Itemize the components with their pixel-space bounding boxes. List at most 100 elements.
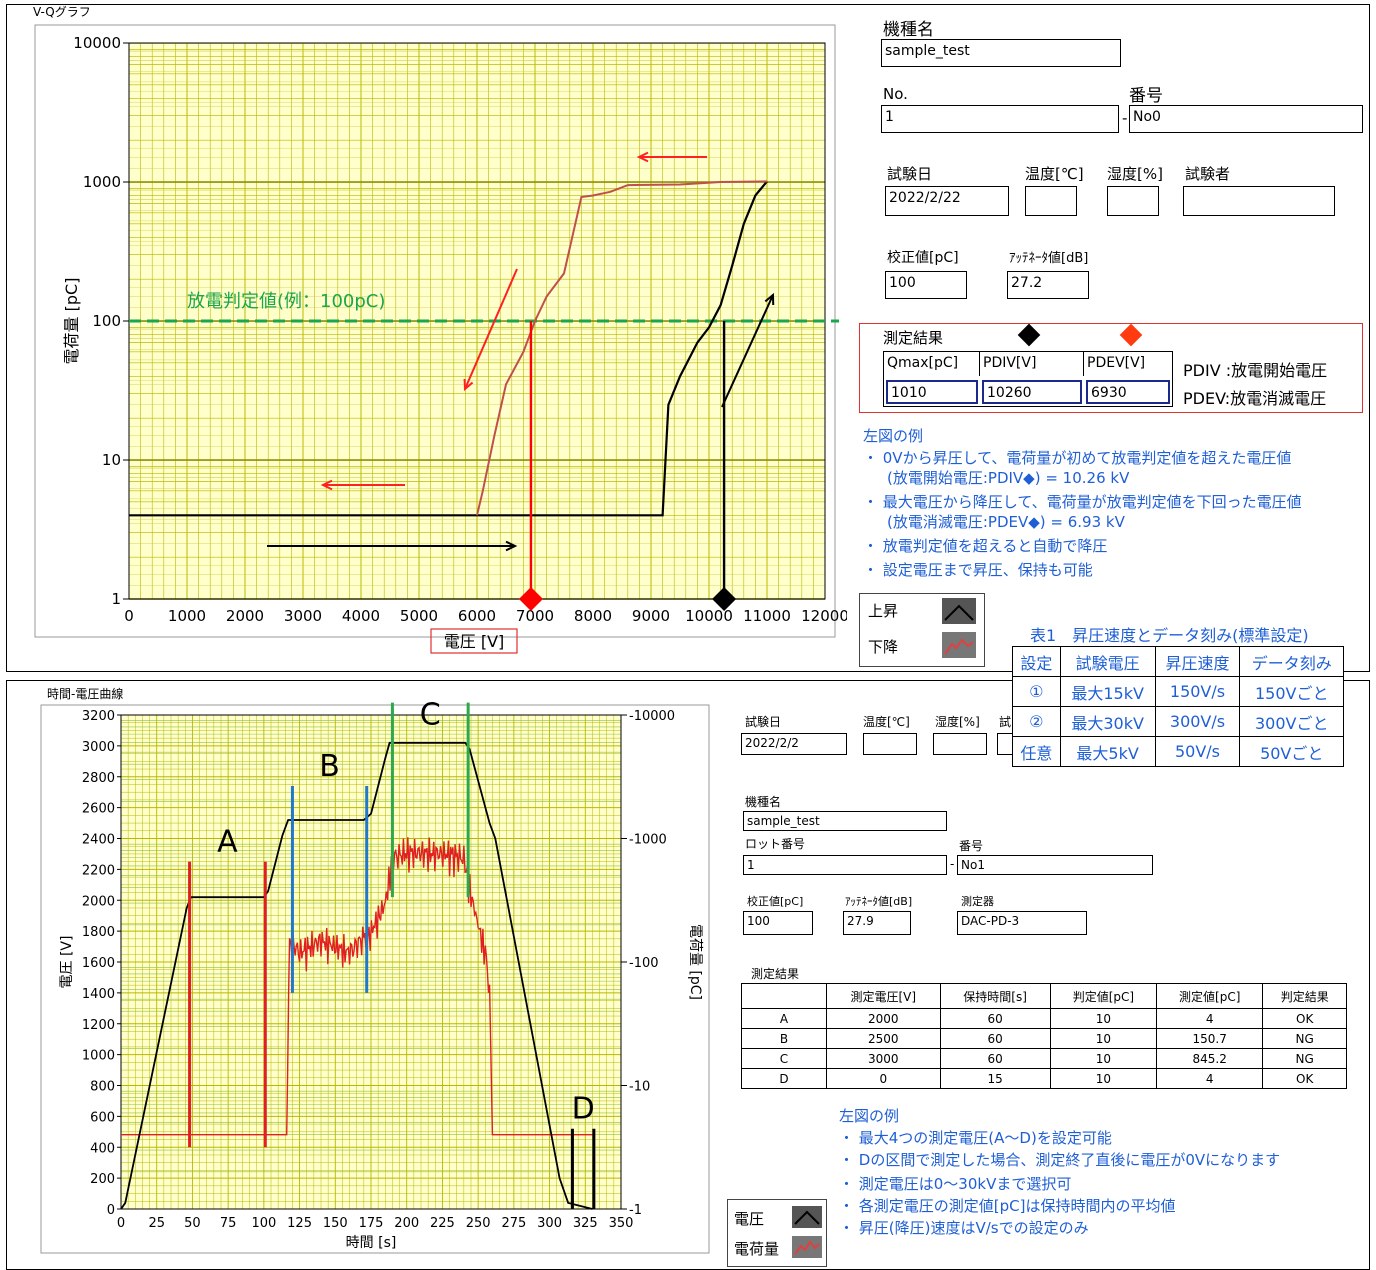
y-tick-label: 1000 — [83, 173, 121, 191]
b-result-label: 測定結果 — [751, 967, 800, 981]
temp-field[interactable] — [1025, 186, 1077, 216]
legend-q-label: 電荷量 — [734, 1240, 780, 1258]
diamond-marker — [712, 587, 737, 611]
b-num-field[interactable]: No1 — [957, 855, 1153, 875]
note-line-1: ・ 0Vから昇圧して、電荷量が初めて放電判定値を超えた電圧値 — [863, 449, 1292, 467]
b-result-header: 保持時間[s] — [939, 983, 1051, 1009]
b-device-field[interactable]: DAC-PD-3 — [957, 911, 1087, 935]
x-tick-label: 11000 — [743, 607, 791, 625]
b-lot-field[interactable]: 1 — [743, 855, 947, 875]
b-atten-field[interactable]: 27.9 — [843, 911, 911, 935]
cell: 最大30kV — [1059, 706, 1156, 737]
date-field[interactable]: 2022/2/22 — [885, 186, 1009, 216]
legend-up-swatch — [942, 598, 976, 624]
model-field[interactable]: sample_test — [881, 39, 1121, 67]
y-tick-label: 3000 — [82, 740, 115, 755]
b-result-header: 判定結果 — [1262, 983, 1347, 1009]
x-tick-label: 7000 — [516, 607, 554, 625]
b-model-label: 機種名 — [745, 795, 782, 809]
x-tick-label: 8000 — [574, 607, 612, 625]
table1-header-row: 設定 試験電圧 昇圧速度 データ刻み — [1012, 646, 1344, 677]
cell: 10 — [1049, 1068, 1158, 1089]
atten-field[interactable]: 27.2 — [1007, 271, 1089, 299]
tester-label: 試験者 — [1185, 165, 1231, 183]
y-tick-label: 400 — [90, 1141, 115, 1156]
legend-v-swatch — [792, 1206, 822, 1228]
b-tester-label: 試 — [999, 715, 1012, 729]
table-row: B 2500 60 10 150.7 NG — [741, 1028, 1347, 1049]
cell: 10 — [1049, 1048, 1158, 1069]
cell: NG — [1262, 1028, 1347, 1049]
table-row: C 3000 60 10 845.2 NG — [741, 1048, 1347, 1069]
b-humid-field[interactable] — [933, 733, 987, 755]
num-field[interactable]: No0 — [1129, 105, 1363, 133]
tester-field[interactable] — [1183, 186, 1335, 216]
legend-q-swatch — [792, 1236, 822, 1258]
x-tick-label: 4000 — [342, 607, 380, 625]
table1-header: データ刻み — [1239, 646, 1344, 677]
x-tick-label: 12000 — [801, 607, 847, 625]
x-tick-label: 0 — [124, 607, 134, 625]
cell: 150.7 — [1156, 1028, 1264, 1049]
cell: 60 — [939, 1028, 1051, 1049]
cell: 4 — [1156, 1008, 1264, 1029]
b-calib-field[interactable]: 100 — [743, 911, 813, 935]
cell: 50Vごと — [1239, 736, 1344, 767]
cell: 3000 — [826, 1048, 941, 1069]
x-tick-label: 6000 — [458, 607, 496, 625]
calib-label: 校正値[pC] — [887, 250, 959, 266]
b-note-line-4: ・ 各測定電圧の測定値[pC]は保持時間内の平均値 — [839, 1197, 1176, 1215]
cell: 845.2 — [1156, 1048, 1264, 1069]
b-date-field[interactable]: 2022/2/2 — [741, 733, 847, 755]
arrow-return-head — [636, 151, 649, 163]
table1-header: 昇圧速度 — [1154, 646, 1241, 677]
cell: 2500 — [826, 1028, 941, 1049]
notes-title: 左図の例 — [863, 427, 924, 445]
y-tick-label: 1800 — [82, 925, 115, 940]
cell: D — [741, 1068, 827, 1089]
y2-tick-label: -1 — [629, 1203, 642, 1218]
vq-panel: V-Qグラフ 0 1000 2000 3000 4000 5000 6000 7000 8000… — [6, 4, 1370, 672]
b-dash: - — [950, 857, 955, 871]
segment-label-C: C — [420, 698, 441, 733]
b-result-header — [741, 983, 827, 1009]
legend-down-swatch — [942, 632, 976, 658]
b-notes-title: 左図の例 — [839, 1107, 900, 1125]
x-tick-label: 150 — [323, 1216, 348, 1231]
result-header-pdiv: PDIV[V] — [980, 352, 1084, 376]
atten-label: ｱｯﾃﾈｰﾀ値[dB] — [1009, 251, 1089, 266]
calib-field[interactable]: 100 — [885, 271, 967, 299]
result-header-pdev: PDEV[V] — [1084, 352, 1172, 376]
result-box — [859, 323, 1363, 413]
b-model-field[interactable]: sample_test — [743, 811, 947, 831]
b-note-line-5: ・ 昇圧(降圧)速度はV/sでの設定のみ — [839, 1219, 1089, 1237]
y-tick-label: 1400 — [82, 987, 115, 1002]
cell: ① — [1012, 676, 1061, 707]
y-tick-label: 2200 — [82, 863, 115, 878]
note-line-6: ・ 設定電圧まで昇圧、保持も可能 — [863, 561, 1093, 579]
no-field[interactable]: 1 — [881, 105, 1119, 133]
table1-header: 試験電圧 — [1059, 646, 1156, 677]
y-tick-label: 800 — [90, 1080, 115, 1095]
b-temp-field[interactable] — [863, 733, 917, 755]
y-tick-label: 1000 — [82, 1049, 115, 1064]
x-tick-label: 275 — [501, 1216, 526, 1231]
cell: A — [741, 1008, 827, 1029]
x-axis-label: 電圧 [V] — [444, 632, 505, 651]
num-label: 番号 — [1129, 86, 1163, 106]
y-tick-label: 3200 — [82, 709, 115, 724]
series-line-down — [476, 180, 768, 516]
b-note-line-3: ・ 測定電圧は0～30kVまで選択可 — [839, 1175, 1072, 1193]
pdiv-note: PDIV :放電開始電圧 — [1183, 361, 1328, 380]
cell: 任意 — [1012, 736, 1061, 767]
model-label: 機種名 — [883, 20, 934, 40]
b-result-header-row: 測定電圧[V] 保持時間[s] 判定値[pC] 測定値[pC] 判定結果 — [741, 983, 1347, 1009]
x-axis-label-box — [430, 628, 518, 654]
cell: 150Vごと — [1239, 676, 1344, 707]
b-atten-label: ｱｯﾃﾈｰﾀ値[dB] — [845, 895, 913, 908]
humid-field[interactable] — [1107, 186, 1159, 216]
y2-tick-label: -1000 — [629, 833, 667, 848]
x-tick-label: 2000 — [226, 607, 264, 625]
cell: 2000 — [826, 1008, 941, 1029]
b-result-header: 測定電圧[V] — [826, 983, 941, 1009]
